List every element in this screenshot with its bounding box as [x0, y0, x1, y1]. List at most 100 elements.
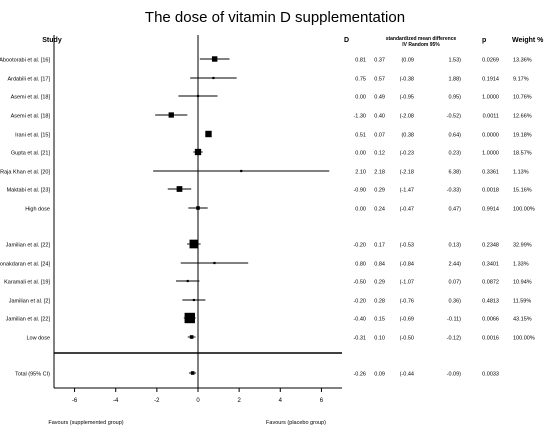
value-se: 0.40 [374, 114, 385, 120]
study-label: Irani et al. [15] [15, 133, 50, 139]
forest-row: Gupta et al. [21] 0.00 0.12 (-0.23 0.23) 1.00… [11, 148, 532, 157]
x-tick-label: -2 [154, 398, 160, 404]
point-marker [205, 130, 212, 138]
value-d: -0.26 [353, 372, 366, 378]
value-d: -0.50 [353, 280, 366, 286]
study-label: Gupta et al. [21] [11, 151, 51, 157]
value-ci-low: (-0.44 [400, 372, 414, 378]
value-se: 0.10 [374, 336, 385, 342]
value-p: 1.0000 [482, 95, 499, 101]
point-marker [240, 169, 243, 173]
forest-row: Jamilian et al. [22] -0.20 0.17 (-0.53 0.13)… [6, 239, 532, 249]
value-p: 0.0066 [482, 317, 499, 323]
value-ci-low: (-0.84 [400, 262, 414, 268]
value-se: 0.37 [374, 58, 385, 64]
forest-row: Irani et al. [15] 0.51 0.07 (0.38 0.64) 0.000… [15, 130, 532, 139]
forest-row: Jamilian et al. [2] -0.20 0.28 (-0.76 0.36) 0… [9, 299, 532, 305]
value-d: 0.00 [355, 207, 366, 213]
value-se: 0.29 [374, 188, 385, 194]
value-se: 0.07 [374, 133, 385, 139]
point-marker [168, 112, 174, 118]
forest-row: Ardabili et al. [17] 0.75 0.57 (-0.38 1.88) 0… [8, 77, 529, 83]
value-p: 0.2348 [482, 243, 499, 249]
forest-row: High dose 0.00 0.24 (-0.47 0.47) 0.9914 100.00… [25, 206, 535, 213]
value-ci-high: 1.88) [448, 77, 461, 83]
value-p: 1.0000 [482, 151, 499, 157]
point-marker [213, 261, 216, 265]
value-ci-low: (-0.53 [400, 243, 414, 249]
value-ci-high: 1.53) [448, 58, 461, 64]
value-ci-high: 0.23) [448, 151, 461, 157]
value-weight: 100.00% [513, 336, 535, 342]
forest-row: Bonakdaran et al. [24] 0.80 0.84 (-0.84 2.44… [0, 262, 529, 268]
footer-left-label: Favours (supplemented group) [48, 420, 123, 426]
header-weight: Weight % [512, 37, 544, 44]
value-weight: 18.57% [513, 151, 532, 157]
study-label: Low dose [26, 336, 50, 342]
value-weight: 11.59% [513, 299, 531, 305]
study-label: Jamilian et al. [2] [9, 299, 51, 305]
value-weight: 43.15% [513, 317, 532, 323]
study-label: Jamilian et al. [22] [6, 317, 51, 323]
value-ci-high: -0.33) [447, 188, 462, 194]
value-ci-low: (0.09 [401, 58, 414, 64]
value-p: 0.9914 [482, 207, 499, 213]
value-weight: 100.00% [513, 207, 535, 213]
value-weight: 12.66% [513, 114, 532, 120]
value-ci-high: -0.52) [447, 114, 462, 120]
header-p: p [482, 37, 486, 44]
value-ci-low: (-0.50 [400, 336, 414, 342]
x-tick-label: -4 [113, 398, 119, 404]
value-ci-high: 0.36) [448, 299, 461, 305]
value-d: 2.10 [355, 170, 366, 176]
value-se: 0.24 [374, 207, 385, 213]
value-d: 0.51 [355, 133, 366, 139]
x-tick-label: 6 [320, 398, 324, 404]
value-p: 0.4813 [482, 299, 499, 305]
point-marker [189, 239, 199, 249]
value-se: 0.57 [374, 77, 385, 83]
value-ci-low: (-0.95 [400, 95, 414, 101]
study-label: Ardabili et al. [17] [8, 77, 51, 83]
footer-right-label: Favours (placebo group) [266, 420, 326, 426]
value-p: 0.3361 [482, 170, 499, 176]
study-label: Abootorabi et al. [16] [0, 58, 50, 64]
value-weight: 15.16% [513, 188, 532, 194]
value-ci-low: (-0.47 [400, 207, 414, 213]
value-p: 0.1914 [482, 77, 499, 83]
value-weight: 1.33% [513, 262, 529, 268]
value-se: 0.15 [374, 317, 385, 323]
value-d: 0.75 [355, 77, 366, 83]
value-weight: 9.17% [513, 77, 529, 83]
x-axis-ticks: -6 -4 -2 0 2 4 6 [72, 388, 324, 404]
point-marker [192, 298, 195, 302]
point-marker [186, 279, 189, 283]
value-p: 0.0000 [482, 133, 499, 139]
value-se: 0.17 [374, 243, 385, 249]
value-se: 0.29 [374, 280, 385, 286]
value-d: -0.90 [353, 188, 366, 194]
header-smd-line2: IV Random 95% [402, 42, 440, 48]
point-marker [184, 312, 195, 324]
study-label: Karamali et al. [19] [4, 280, 50, 286]
value-ci-low: (0.38 [401, 133, 414, 139]
header-smd-line1: standardized mean difference [386, 36, 457, 42]
study-label: Jamilian et al. [22] [6, 243, 51, 249]
value-ci-high: 0.47) [448, 207, 461, 213]
value-d: -0.20 [353, 299, 366, 305]
value-ci-high: 0.13) [448, 243, 461, 249]
header-study: Study [42, 37, 62, 44]
value-weight: 32.99% [513, 243, 532, 249]
value-se: 0.84 [374, 262, 385, 268]
x-tick-label: 2 [237, 398, 241, 404]
forest-row: Jamilian et al. [22] -0.40 0.15 (-0.69 -0.11… [6, 312, 532, 324]
value-ci-low: (-2.08 [400, 114, 414, 120]
value-se: 2.18 [374, 170, 385, 176]
point-marker [176, 186, 183, 192]
x-tick-label: 4 [279, 398, 283, 404]
value-weight: 19.18% [513, 133, 532, 139]
value-ci-low: (-0.38 [400, 77, 414, 83]
point-marker [189, 335, 194, 339]
value-p: 0.0033 [482, 372, 499, 378]
